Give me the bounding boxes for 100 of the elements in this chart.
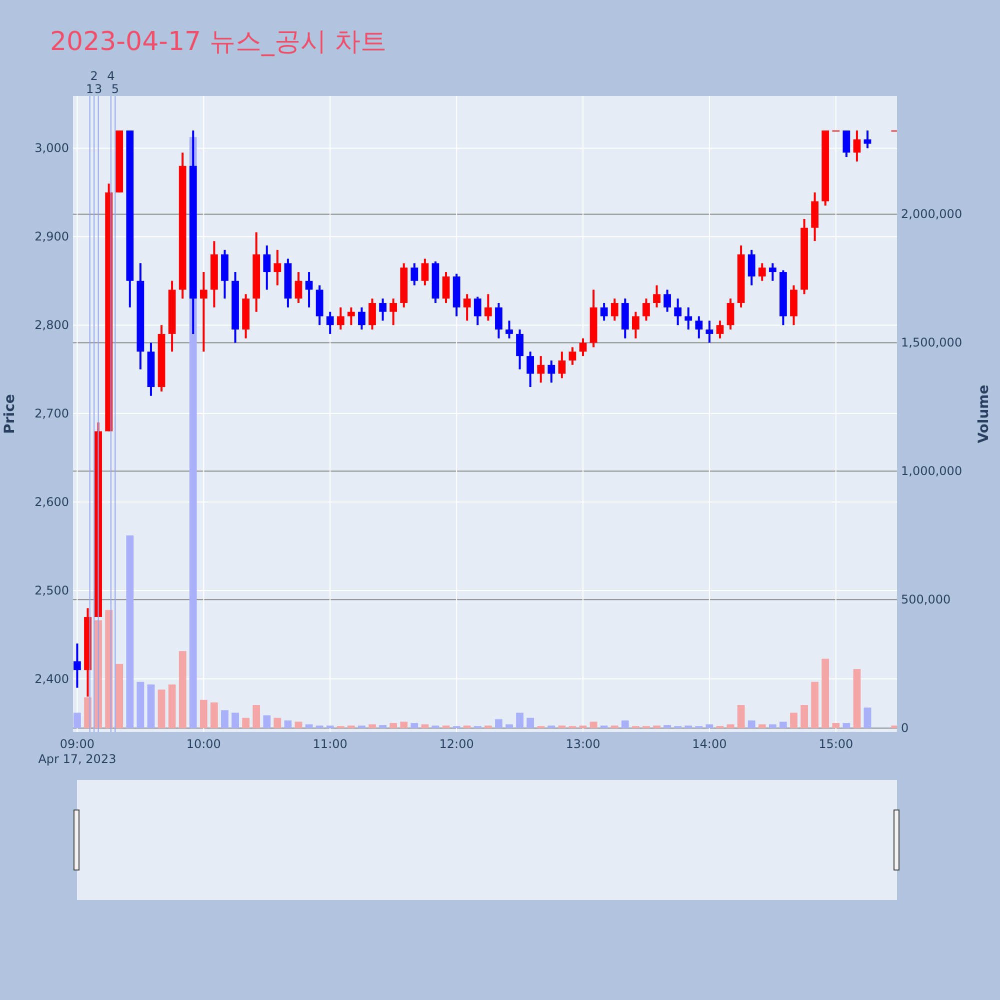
x-tick-label: 15:00 <box>818 737 854 751</box>
x-tick-label: 09:00 <box>60 737 95 751</box>
candlestick <box>336 306 344 331</box>
bar <box>379 725 386 728</box>
bar <box>284 720 292 728</box>
y-tick-label: 2,800 <box>34 318 69 332</box>
candlestick <box>632 310 640 340</box>
bar <box>780 722 787 728</box>
bar <box>232 712 239 728</box>
candlestick <box>600 302 608 322</box>
bar <box>294 722 302 728</box>
candlestick <box>294 271 302 304</box>
bar <box>210 702 218 728</box>
bar <box>748 720 756 728</box>
y2-tick-label: 1,000,000 <box>901 464 962 478</box>
candlestick <box>758 262 766 282</box>
bar <box>832 723 840 728</box>
bar <box>548 726 556 728</box>
y-tick-label: 2,700 <box>34 406 69 421</box>
bar <box>653 726 660 728</box>
x-tick-label: 14:00 <box>692 737 727 751</box>
bar <box>610 726 618 728</box>
candlestick <box>695 315 703 340</box>
bar <box>853 669 861 728</box>
bar <box>252 705 260 728</box>
candlestick <box>263 244 271 291</box>
candlestick <box>474 296 482 326</box>
y-tick-label: 2,900 <box>34 230 69 244</box>
candlestick <box>706 320 714 344</box>
bar <box>579 726 587 728</box>
y-axis-title: Price <box>2 394 18 434</box>
candlestick <box>368 298 376 331</box>
bar <box>432 726 440 728</box>
candlestick <box>684 306 692 331</box>
candlestick <box>716 320 724 340</box>
bar <box>800 705 808 728</box>
candlestick <box>537 355 545 384</box>
bar <box>790 712 798 728</box>
candlestick <box>579 337 587 358</box>
bar <box>358 726 366 728</box>
y2-tick-label: 0 <box>901 721 909 736</box>
candlestick <box>390 298 398 326</box>
bar <box>178 651 186 728</box>
bar <box>390 723 398 728</box>
bar <box>664 725 671 728</box>
bar <box>526 718 534 728</box>
bar <box>684 726 692 728</box>
candlestick <box>642 298 650 322</box>
candlestick <box>484 293 492 322</box>
bar <box>484 726 492 728</box>
bar <box>116 664 124 728</box>
bar <box>316 726 324 728</box>
bar <box>737 705 745 728</box>
bar <box>758 724 766 728</box>
x-tick-label: 12:00 <box>439 737 474 751</box>
bar <box>600 726 608 728</box>
candlestick <box>674 298 682 326</box>
bar <box>400 722 408 728</box>
bar <box>74 712 81 728</box>
candlestick <box>726 298 734 331</box>
bar <box>842 723 850 728</box>
bar <box>347 726 355 728</box>
candlestick <box>410 262 418 286</box>
candlestick <box>768 262 776 282</box>
chart-title: 2023-04-17 뉴스_공시 차트 <box>50 27 387 57</box>
bar <box>590 722 598 728</box>
candlestick <box>748 248 756 286</box>
bar <box>263 715 271 728</box>
bar <box>136 682 144 728</box>
candlestick <box>842 130 850 158</box>
y2-tick-label: 500,000 <box>901 592 951 607</box>
bar <box>126 535 134 728</box>
candlestick <box>358 306 366 331</box>
bar <box>822 658 830 728</box>
y-tick-label: 3,000 <box>34 141 69 156</box>
y2-tick-label: 1,500,000 <box>901 336 962 350</box>
ref-line-label: 1 <box>86 82 94 96</box>
bar <box>274 718 282 728</box>
bar <box>200 700 208 728</box>
candlestick <box>326 310 334 335</box>
bar <box>506 724 513 728</box>
candlestick <box>653 284 660 308</box>
ref-line-label: 3 <box>94 82 102 96</box>
candlestick <box>610 298 618 322</box>
candlestick <box>347 306 355 326</box>
candlestick <box>506 320 513 340</box>
candlestick <box>421 258 429 286</box>
bar <box>168 684 176 728</box>
bar <box>326 726 334 728</box>
candlestick <box>548 359 556 384</box>
x-tick-label: 10:00 <box>186 737 221 751</box>
candlestick <box>200 271 208 353</box>
bar <box>158 690 166 728</box>
candlestick <box>664 288 671 313</box>
candlestick <box>853 130 861 162</box>
bar <box>516 712 524 728</box>
candlestick <box>379 298 386 322</box>
candlestick <box>74 642 81 689</box>
bar <box>621 720 629 728</box>
bar <box>811 682 818 728</box>
